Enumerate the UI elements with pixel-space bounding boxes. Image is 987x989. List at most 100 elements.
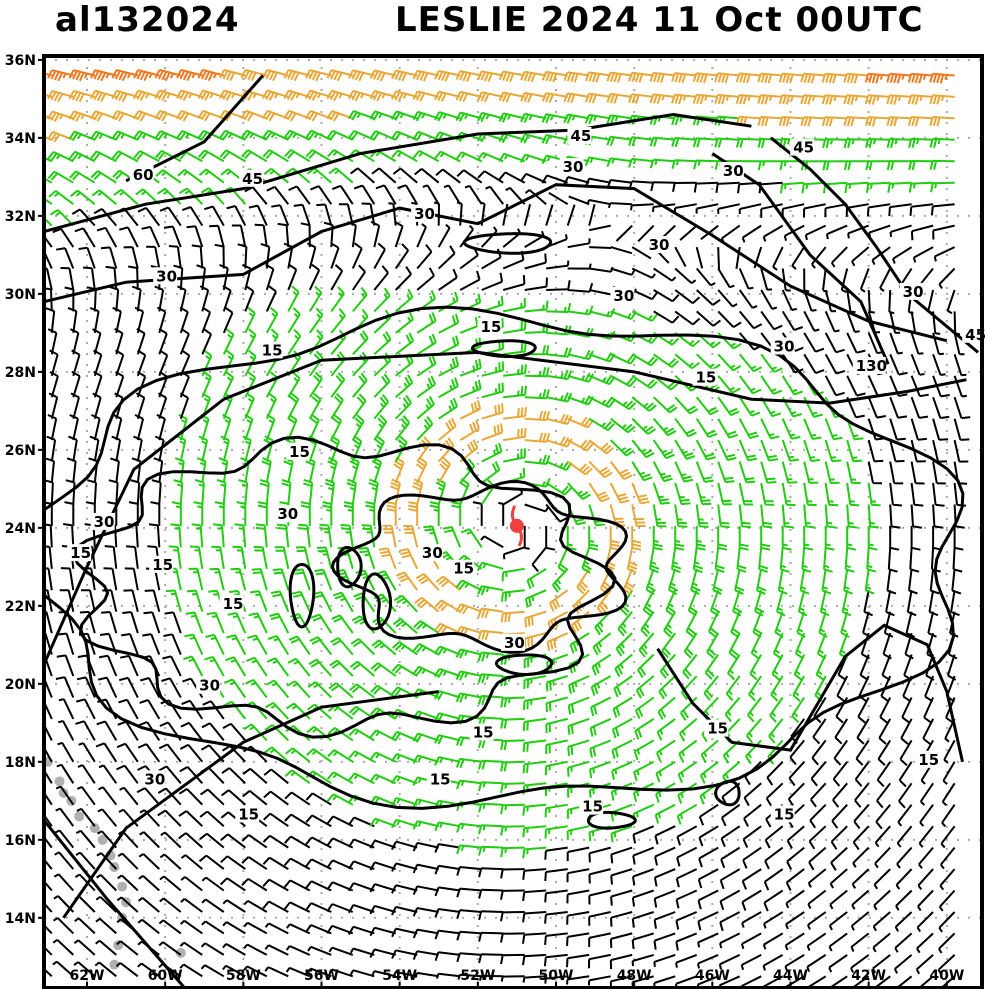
wind-barb xyxy=(588,224,611,232)
wind-barb xyxy=(818,611,828,638)
wind-barb xyxy=(57,719,75,741)
wind-barb xyxy=(455,603,483,615)
wind-barb xyxy=(244,678,268,699)
wind-barb xyxy=(212,523,225,548)
contour-label: 15 xyxy=(696,369,717,387)
wind-barb xyxy=(523,525,530,550)
wind-barb xyxy=(73,939,96,956)
wind-barb xyxy=(222,722,247,742)
wind-barb xyxy=(158,765,182,784)
wind-barb xyxy=(348,903,375,914)
wind-barb xyxy=(105,265,118,291)
wind-barb xyxy=(638,632,655,658)
wind-barb xyxy=(760,418,780,440)
wind-barb xyxy=(724,696,741,723)
wind-barb xyxy=(740,954,762,971)
wind-barb xyxy=(738,353,763,373)
wind-barb xyxy=(56,247,75,269)
wind-barb xyxy=(824,525,835,551)
wind-barb xyxy=(652,439,675,460)
wind-barb xyxy=(479,974,504,981)
wind-barb xyxy=(919,782,934,806)
wind-barb xyxy=(932,396,950,419)
wind-barb xyxy=(523,696,547,710)
wind-barb xyxy=(523,632,547,648)
contour-label: 15 xyxy=(473,724,494,742)
wind-barb xyxy=(412,732,440,743)
wind-barb xyxy=(455,757,482,769)
wind-barb xyxy=(889,396,908,419)
wind-barb xyxy=(592,632,612,656)
wind-barb xyxy=(416,416,434,441)
wind-barb xyxy=(909,547,920,573)
wind-barb xyxy=(330,393,344,420)
wind-barb xyxy=(305,149,332,163)
wind-barb xyxy=(276,523,290,548)
wind-barb xyxy=(567,372,594,383)
wind-barb xyxy=(263,812,289,828)
wind-barb xyxy=(219,129,246,141)
wind-barb xyxy=(478,888,504,899)
wind-barb xyxy=(889,418,906,441)
wind-barb xyxy=(545,482,572,496)
wind-barb xyxy=(588,396,616,408)
wind-barb xyxy=(435,168,461,184)
wind-barb xyxy=(803,310,820,332)
wind-barb xyxy=(742,825,762,848)
wind-barb xyxy=(308,371,323,398)
wind-barb xyxy=(757,160,783,171)
wind-barb xyxy=(371,456,383,484)
wind-barb xyxy=(390,796,418,807)
wind-barb xyxy=(867,289,875,314)
wind-barb xyxy=(391,949,418,959)
wind-barb xyxy=(54,851,75,870)
wind-barb xyxy=(633,760,655,781)
wind-barb xyxy=(526,567,547,590)
wind-barb xyxy=(159,853,182,870)
wind-barb xyxy=(835,697,849,724)
wind-barb xyxy=(74,227,96,248)
wind-barb xyxy=(191,523,204,548)
wind-barb xyxy=(888,203,912,217)
wind-barb xyxy=(98,654,118,677)
wind-barb xyxy=(416,244,433,270)
contour-15-outer xyxy=(44,305,965,810)
wind-barb xyxy=(214,501,225,526)
wind-barb xyxy=(415,573,440,591)
wind-barb xyxy=(113,188,139,205)
wind-barb xyxy=(329,659,354,677)
wind-barb xyxy=(652,461,673,483)
wind-barb xyxy=(442,526,462,548)
wind-barb xyxy=(545,717,568,734)
wind-barb xyxy=(916,911,934,933)
wind-barb xyxy=(657,696,676,720)
wind-barb xyxy=(242,790,268,806)
wind-barb xyxy=(910,375,929,398)
wind-barb xyxy=(154,130,182,141)
wind-barb xyxy=(631,310,659,322)
wind-barb xyxy=(590,696,612,717)
wind-barb xyxy=(781,439,800,462)
wind-barb xyxy=(478,759,504,770)
wind-barb xyxy=(886,72,912,84)
wind-barb xyxy=(652,482,670,505)
wind-barb xyxy=(719,932,741,949)
wind-barb xyxy=(503,364,527,377)
wind-barb xyxy=(503,342,527,356)
wind-barb xyxy=(545,525,556,551)
wind-barb xyxy=(186,225,204,248)
wind-barb xyxy=(824,289,837,313)
wind-barb xyxy=(824,418,843,441)
wind-barb xyxy=(477,607,504,619)
wind-barb xyxy=(652,525,663,551)
wind-barb xyxy=(609,525,620,551)
wind-barb xyxy=(656,718,676,741)
wind-barb xyxy=(500,932,525,943)
wind-barb xyxy=(332,591,354,613)
wind-barb xyxy=(477,111,504,123)
wind-barb xyxy=(531,546,547,573)
wind-barb xyxy=(741,911,762,928)
wind-barb xyxy=(455,111,482,122)
wind-barb xyxy=(305,69,332,82)
wind-barb xyxy=(610,911,633,927)
